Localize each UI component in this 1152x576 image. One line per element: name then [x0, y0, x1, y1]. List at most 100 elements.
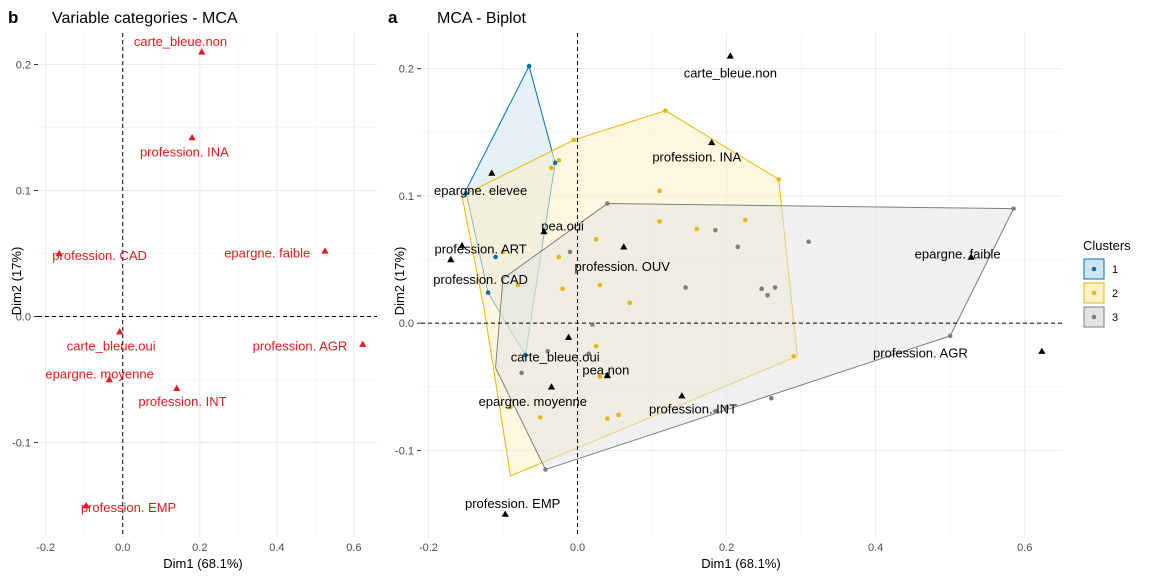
- cluster-2-point: [593, 343, 599, 349]
- variable-label: profession. INT: [649, 402, 737, 417]
- points-b: carte_bleue.non profession. INA profession…: [45, 34, 367, 515]
- cluster-2-point: [657, 188, 662, 194]
- cluster-2-point: [593, 236, 599, 242]
- cluster-2-point: [616, 412, 621, 418]
- cluster-2-point: [694, 226, 700, 232]
- cluster-3-point: [543, 467, 548, 472]
- variable-marker: [55, 249, 63, 257]
- variable-points: carte_bleue.non profession. INA epargne. e…: [433, 52, 1046, 517]
- variable-label: profession. ART: [434, 241, 526, 256]
- cluster-3-point: [683, 285, 688, 290]
- variable-label: profession. INA: [140, 145, 229, 160]
- panel-tag-a: a: [388, 8, 398, 27]
- cluster-2-point: [663, 108, 668, 113]
- variable-marker: [678, 392, 686, 399]
- cluster-2-point: [791, 353, 796, 359]
- cluster-2-point: [556, 157, 562, 163]
- cluster-1-point: [493, 254, 498, 260]
- y-tick-label: 0.1: [16, 186, 31, 198]
- cluster-1-point: [523, 352, 528, 358]
- x-tick-label: 0.6: [346, 542, 361, 554]
- cluster-3-point: [586, 351, 592, 357]
- cluster-2-point: [742, 217, 748, 223]
- legend-label-2: 2: [1112, 288, 1118, 300]
- variable-label: profession. INT: [138, 394, 226, 409]
- y-tick-label: 0.0: [16, 312, 31, 324]
- y-tick-label: 0.1: [399, 191, 414, 203]
- cluster-2-point: [627, 300, 632, 306]
- variable-marker: [105, 375, 113, 383]
- variable-label: epargne. faible: [915, 246, 1001, 261]
- variable-marker: [547, 383, 556, 390]
- individual-points: [463, 63, 1016, 472]
- cluster-3-point: [759, 286, 764, 292]
- cluster-2-point: [597, 282, 603, 288]
- cluster-1-point: [552, 160, 558, 166]
- variable-label: carte_bleue.non: [684, 66, 777, 81]
- cluster-3-point: [567, 249, 573, 255]
- legend-label-1: 1: [1112, 264, 1118, 276]
- variable-label: profession. EMP: [465, 496, 560, 511]
- variable-label: profession. INA: [652, 150, 741, 165]
- variable-marker: [321, 247, 329, 254]
- cluster-1-point: [526, 63, 532, 69]
- cluster-2-point: [508, 404, 513, 410]
- panel-title-b: Variable categories - MCA: [52, 10, 238, 27]
- variable-marker: [603, 371, 611, 379]
- variable-label: profession. CAD: [433, 272, 528, 287]
- legend-key-dot: [1091, 314, 1097, 320]
- variable-marker: [458, 241, 466, 249]
- x-tick-label: 0.4: [868, 542, 883, 554]
- variable-label: profession. AGR: [873, 346, 968, 361]
- cluster-3-point: [765, 292, 770, 298]
- cluster-2-point: [537, 415, 543, 420]
- x-tick-label: 0.2: [719, 542, 734, 554]
- variable-marker: [82, 501, 90, 509]
- legend-key-dot: [1091, 290, 1097, 296]
- x-axis-label-b: Dim1 (68.1%): [163, 556, 242, 571]
- variable-label: profession. EMP: [81, 500, 176, 515]
- cluster-2-point: [556, 254, 562, 260]
- x-axis-label-a: Dim1 (68.1%): [701, 556, 780, 571]
- cluster-3-point: [1011, 206, 1016, 211]
- x-tick-label: -0.2: [419, 542, 438, 554]
- panel-biplot: a MCA - Biplot -0.2 0.0 0.2 0.4 0.6 -0.1 0.0 0.…: [388, 8, 1062, 571]
- cluster-2-point: [571, 137, 577, 143]
- x-tick-label: -0.2: [36, 542, 55, 554]
- cluster-3-point: [772, 285, 778, 290]
- cluster-3-point: [605, 201, 610, 206]
- variable-label: epargne. moyenne: [479, 394, 587, 409]
- cluster-3-point: [713, 408, 718, 414]
- axes-b: [38, 33, 377, 537]
- variable-marker: [116, 328, 124, 335]
- y-tick-label: 0.2: [399, 64, 414, 76]
- variable-marker: [540, 227, 548, 235]
- y-tick-label: -0.1: [12, 438, 31, 450]
- variable-marker: [188, 133, 196, 141]
- cluster-3-point: [713, 227, 718, 233]
- x-tick-label: 0.0: [115, 542, 130, 554]
- variable-marker: [198, 48, 206, 55]
- cluster-2-point: [597, 374, 603, 379]
- grid-b: [38, 33, 377, 537]
- x-tick-label: 0.4: [269, 542, 284, 554]
- legend-label-3: 3: [1112, 312, 1118, 324]
- variable-marker: [173, 384, 181, 392]
- cluster-hulls: [461, 64, 1015, 477]
- y-tick-label: 0.0: [399, 318, 414, 330]
- y-axis-label-a: Dim2 (17%): [392, 247, 407, 316]
- cluster-3-point: [519, 370, 524, 376]
- variable-label: epargne. elevee: [434, 183, 527, 198]
- variable-marker: [708, 138, 716, 146]
- variable-label: epargne. faible: [224, 246, 310, 261]
- cluster-3-point: [590, 322, 595, 327]
- variable-label: epargne. moyenne: [45, 366, 153, 381]
- cluster-1-point: [463, 191, 469, 196]
- cluster-3-point: [806, 239, 811, 245]
- variable-marker: [620, 243, 628, 250]
- cluster-hull-3: [495, 203, 1015, 471]
- variable-marker: [447, 255, 455, 263]
- variable-marker: [967, 253, 975, 260]
- cluster-2-point: [657, 219, 662, 224]
